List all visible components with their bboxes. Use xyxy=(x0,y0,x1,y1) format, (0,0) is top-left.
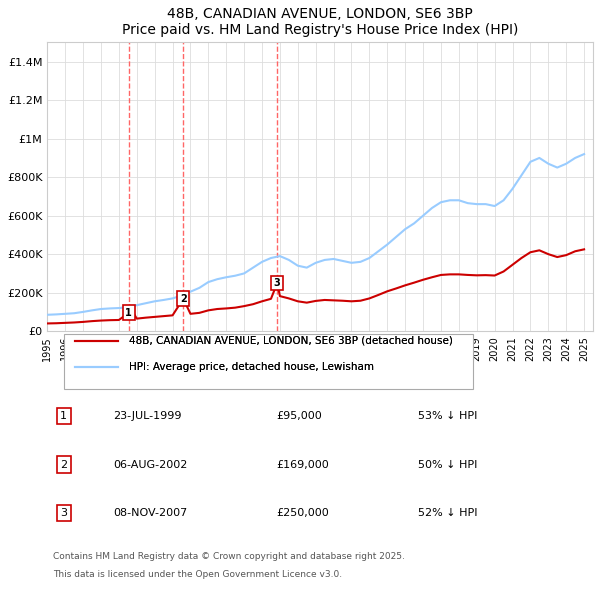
Text: This data is licensed under the Open Government Licence v3.0.: This data is licensed under the Open Gov… xyxy=(53,571,342,579)
Text: HPI: Average price, detached house, Lewisham: HPI: Average price, detached house, Lewi… xyxy=(129,362,374,372)
Text: £169,000: £169,000 xyxy=(277,460,329,470)
Text: 2: 2 xyxy=(60,460,67,470)
Text: 06-AUG-2002: 06-AUG-2002 xyxy=(113,460,187,470)
FancyBboxPatch shape xyxy=(64,334,473,389)
Text: 3: 3 xyxy=(60,508,67,518)
Text: 50% ↓ HPI: 50% ↓ HPI xyxy=(418,460,478,470)
Text: 08-NOV-2007: 08-NOV-2007 xyxy=(113,508,187,518)
Text: 52% ↓ HPI: 52% ↓ HPI xyxy=(418,508,478,518)
Text: 23-JUL-1999: 23-JUL-1999 xyxy=(113,411,181,421)
Text: £95,000: £95,000 xyxy=(277,411,322,421)
Text: 48B, CANADIAN AVENUE, LONDON, SE6 3BP (detached house): 48B, CANADIAN AVENUE, LONDON, SE6 3BP (d… xyxy=(129,336,453,346)
Text: 2: 2 xyxy=(180,294,187,304)
Text: 1: 1 xyxy=(60,411,67,421)
Text: 3: 3 xyxy=(274,278,281,288)
Text: 1: 1 xyxy=(125,308,132,318)
Text: 48B, CANADIAN AVENUE, LONDON, SE6 3BP (detached house): 48B, CANADIAN AVENUE, LONDON, SE6 3BP (d… xyxy=(129,336,453,346)
Title: 48B, CANADIAN AVENUE, LONDON, SE6 3BP
Price paid vs. HM Land Registry's House Pr: 48B, CANADIAN AVENUE, LONDON, SE6 3BP Pr… xyxy=(122,7,518,37)
Text: £250,000: £250,000 xyxy=(277,508,329,518)
Text: HPI: Average price, detached house, Lewisham: HPI: Average price, detached house, Lewi… xyxy=(129,362,374,372)
Text: 53% ↓ HPI: 53% ↓ HPI xyxy=(418,411,478,421)
Text: Contains HM Land Registry data © Crown copyright and database right 2025.: Contains HM Land Registry data © Crown c… xyxy=(53,552,404,560)
